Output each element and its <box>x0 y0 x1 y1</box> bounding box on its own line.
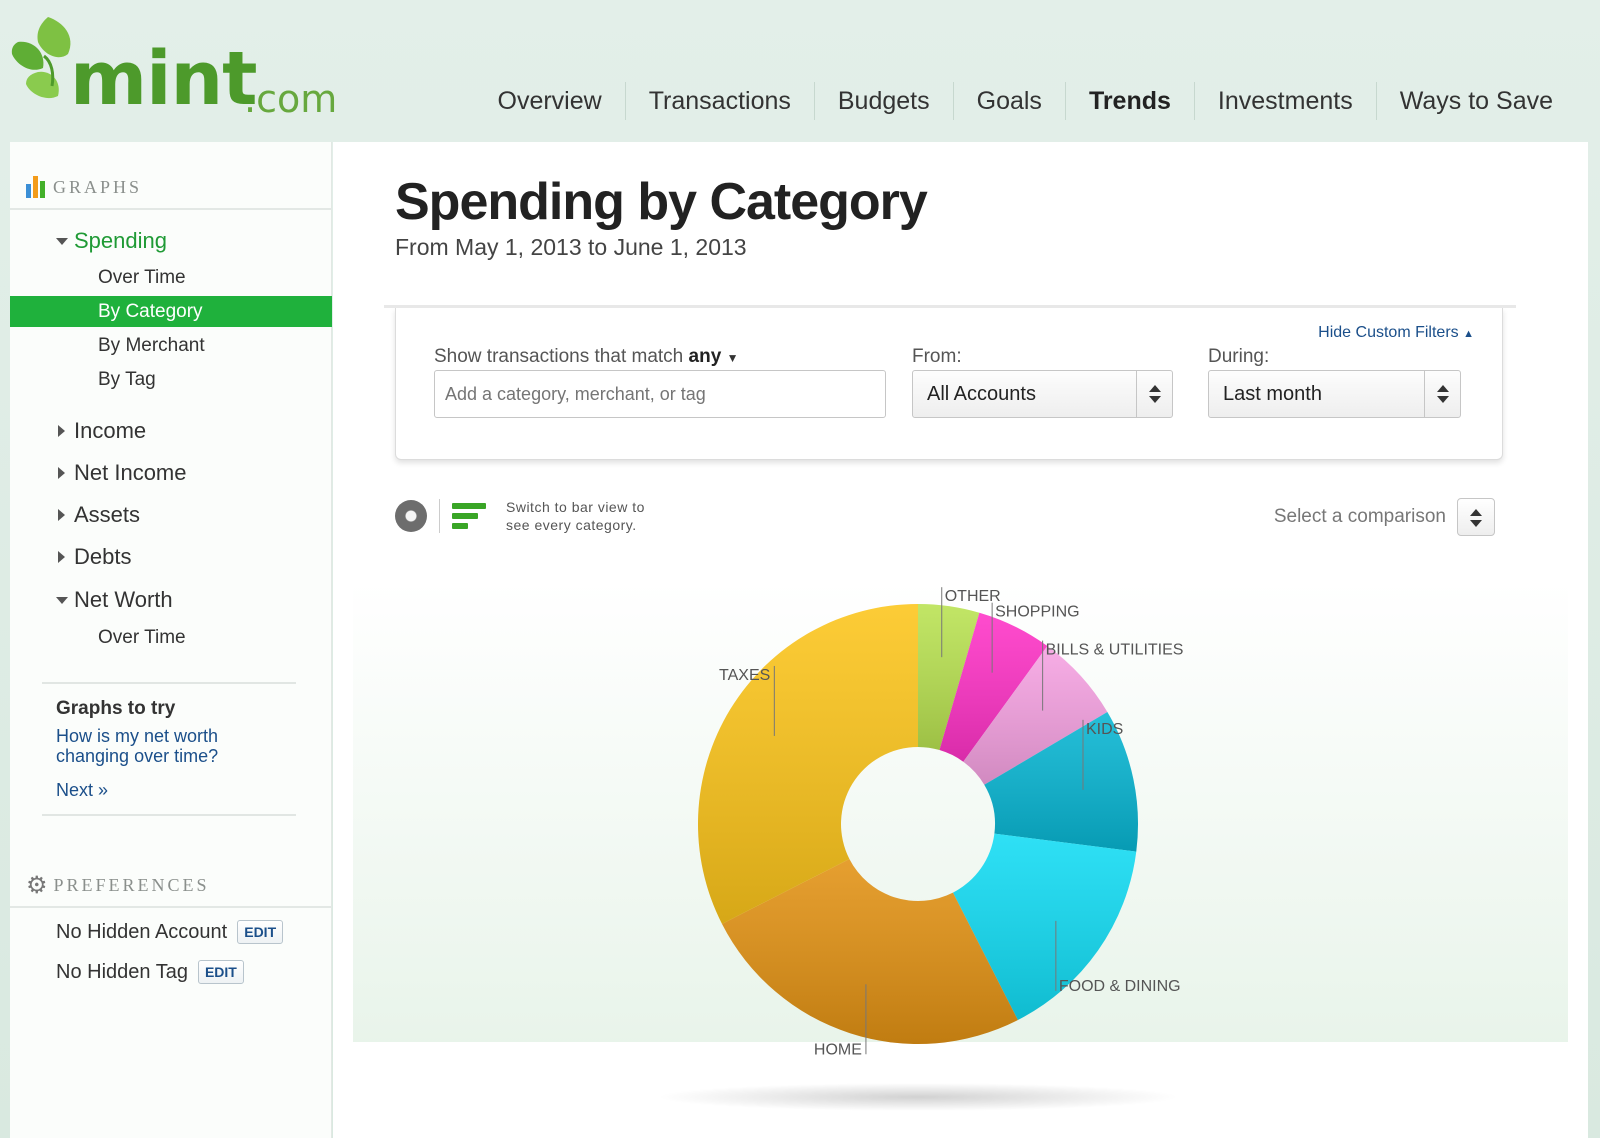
divider <box>439 499 440 533</box>
main-nav: Overview Transactions Budgets Goals Tren… <box>475 82 1577 120</box>
mint-logo[interactable]: mint .com <box>8 12 337 122</box>
sidebar-item-by-category[interactable]: By Category <box>10 296 332 327</box>
select-arrows-icon <box>1458 495 1494 541</box>
graphs-heading-label: GRAPHS <box>53 176 143 197</box>
caret-down-icon[interactable]: ▼ <box>726 351 739 365</box>
tree-spending-label: Spending <box>74 228 167 253</box>
tree-net-worth[interactable]: Net Worth <box>10 583 332 617</box>
during-label: During: <box>1208 346 1270 367</box>
sidebar-item-net-worth-over-time[interactable]: Over Time <box>98 627 186 648</box>
graphs-heading: GRAPHS <box>26 172 142 202</box>
next-link[interactable]: Next » <box>56 780 109 800</box>
tree-debts-label: Debts <box>74 544 132 569</box>
from-account-value: All Accounts <box>927 383 1036 405</box>
label-home: HOME <box>814 1041 862 1058</box>
divider <box>10 208 332 210</box>
nav-investments[interactable]: Investments <box>1193 82 1376 120</box>
hide-custom-filters-link[interactable]: Hide Custom Filters ▲ <box>1318 324 1474 342</box>
caret-up-icon: ▲ <box>1463 328 1474 340</box>
pref-hidden-tag-label: No Hidden Tag <box>56 960 188 983</box>
pref-hidden-account: No Hidden Account EDIT <box>56 920 284 944</box>
chart-view-toggle: Switch to bar view to see every category… <box>395 498 666 534</box>
label-other: OTHER <box>945 588 1001 605</box>
select-arrows-icon <box>1424 371 1460 417</box>
nav-overview[interactable]: Overview <box>497 87 602 115</box>
label-taxes: TAXES <box>719 667 770 684</box>
pie-view-icon[interactable] <box>395 500 427 532</box>
bar-chart-icon <box>26 176 45 198</box>
during-period-select[interactable]: Last month <box>1208 370 1461 418</box>
bar-view-hint: Switch to bar view to see every category… <box>506 499 645 533</box>
sidebar-item-by-tag[interactable]: By Tag <box>98 369 156 390</box>
divider <box>42 814 296 816</box>
tree-net-income[interactable]: Net Income <box>10 456 332 490</box>
preferences-heading: ⚙ PREFERENCES <box>26 870 210 900</box>
from-account-select[interactable]: All Accounts <box>912 370 1173 418</box>
sidebar: GRAPHS Spending Over Time By Category By… <box>10 142 332 1138</box>
comparison-label: Select a comparison <box>1273 506 1446 527</box>
chevron-right-icon <box>58 467 65 479</box>
date-range: From May 1, 2013 to June 1, 2013 <box>395 234 747 260</box>
tree-spending[interactable]: Spending <box>10 224 332 258</box>
tree-assets[interactable]: Assets <box>10 498 332 532</box>
label-food-dining: FOOD & DINING <box>1059 978 1181 995</box>
nav-trends[interactable]: Trends <box>1064 82 1194 120</box>
slice-taxes[interactable] <box>698 604 918 924</box>
match-label: Show transactions that match any ▼ <box>434 346 738 368</box>
from-label: From: <box>912 346 962 367</box>
main-panel: Spending by Category From May 1, 2013 to… <box>333 142 1588 1138</box>
tree-net-income-label: Net Income <box>74 460 187 485</box>
chart-shadow <box>658 1083 1178 1111</box>
preferences-heading-label: PREFERENCES <box>53 874 210 895</box>
sidebar-item-by-merchant[interactable]: By Merchant <box>98 335 205 356</box>
match-label-text: Show transactions that match <box>434 346 684 367</box>
nav-budgets[interactable]: Budgets <box>813 82 953 120</box>
divider <box>10 906 332 908</box>
divider <box>384 305 1516 308</box>
chevron-down-icon <box>56 238 68 245</box>
nav-ways-to-save[interactable]: Ways to Save <box>1375 82 1576 120</box>
sidebar-item-spending-over-time[interactable]: Over Time <box>98 267 186 288</box>
mint-leaf-icon <box>11 17 71 99</box>
pref-hidden-account-label: No Hidden Account <box>56 920 228 943</box>
gear-icon: ⚙ <box>26 872 48 899</box>
divider <box>42 682 296 684</box>
bar-view-icon[interactable] <box>452 501 486 531</box>
page-title: Spending by Category <box>395 173 928 231</box>
tree-debts[interactable]: Debts <box>10 540 332 574</box>
edit-hidden-account-button[interactable]: EDIT <box>237 920 284 944</box>
label-kids: KIDS <box>1086 721 1123 738</box>
tree-assets-label: Assets <box>74 502 141 527</box>
nav-goals[interactable]: Goals <box>952 82 1065 120</box>
label-shopping: SHOPPING <box>995 604 1079 621</box>
chevron-right-icon <box>58 509 65 521</box>
graphs-to-try-title: Graphs to try <box>56 698 176 719</box>
pref-hidden-tag: No Hidden Tag EDIT <box>56 960 244 984</box>
top-header: mint .com Overview Transactions Budgets … <box>0 0 1600 140</box>
label-bills-utilities: BILLS & UTILITIES <box>1046 642 1184 659</box>
tree-income[interactable]: Income <box>10 414 332 448</box>
chevron-right-icon <box>58 425 65 437</box>
chevron-right-icon <box>58 551 65 563</box>
nav-transactions[interactable]: Transactions <box>624 82 814 120</box>
comparison-select[interactable] <box>1457 498 1495 536</box>
logo-suffix: .com <box>244 77 338 121</box>
graphs-to-try-link[interactable]: How is my net worth changing over time? <box>56 726 219 766</box>
during-period-value: Last month <box>1223 383 1322 405</box>
custom-filters-panel: Hide Custom Filters ▲ Show transactions … <box>384 305 1516 460</box>
hide-custom-filters-label: Hide Custom Filters <box>1318 324 1459 341</box>
select-arrows-icon <box>1136 371 1172 417</box>
match-dropdown[interactable]: any <box>688 346 722 367</box>
tree-net-worth-label: Net Worth <box>74 587 173 612</box>
tree-income-label: Income <box>74 418 147 443</box>
chevron-down-icon <box>56 597 68 604</box>
filter-search-input[interactable] <box>434 370 886 418</box>
edit-hidden-tag-button[interactable]: EDIT <box>197 960 244 984</box>
logo-wordmark: mint <box>70 36 258 122</box>
